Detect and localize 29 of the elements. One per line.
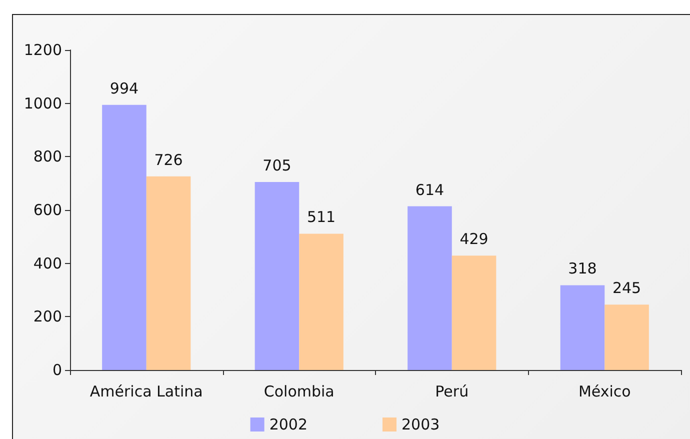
bar [452,256,496,370]
data-label: 614 [415,180,444,199]
bar [408,206,452,370]
y-tick-label: 1000 [24,94,62,112]
y-tick-label: 200 [33,308,62,326]
legend-label: 2003 [402,416,440,434]
x-tick-label: México [578,382,631,400]
legend-label: 2002 [269,416,308,434]
bar [299,234,344,370]
x-tick-label: Colombia [264,382,334,400]
data-label: 994 [110,79,139,98]
data-label: 705 [262,156,292,174]
y-tick-label: 600 [33,201,62,219]
data-label: 318 [568,260,597,278]
y-tick-label: 400 [33,254,62,272]
bar [560,285,605,370]
bar [604,304,649,370]
x-tick-label: Perú [435,382,469,400]
y-tick-label: 1200 [24,41,62,59]
data-label: 726 [154,150,183,169]
data-label: 245 [612,279,642,298]
bar [254,182,300,370]
bar [146,176,191,370]
x-tick-label: América Latina [90,382,203,400]
y-tick-label: 0 [52,361,62,379]
data-label: 511 [306,208,336,226]
data-label: 429 [460,230,488,248]
y-tick-label: 800 [33,148,62,166]
bar [102,104,146,370]
